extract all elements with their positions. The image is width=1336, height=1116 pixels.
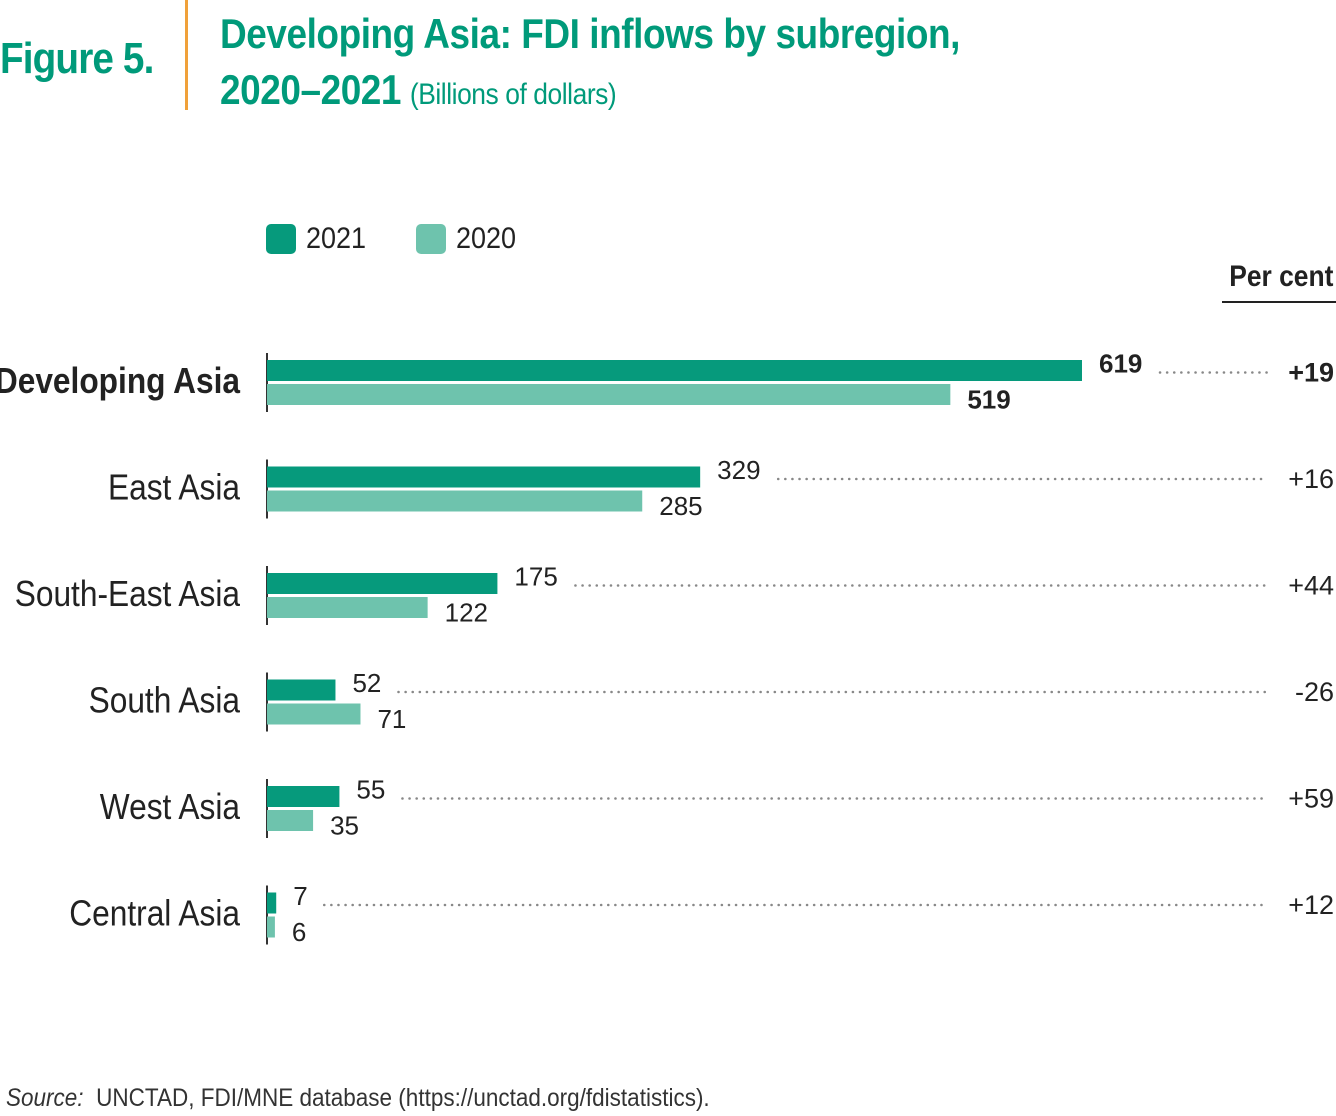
value-label-2021-east-asia: 329: [717, 455, 760, 485]
percent-label-east-asia: +16: [1288, 464, 1334, 494]
percent-label-developing-asia: +19: [1288, 358, 1334, 388]
value-label-2021-central-asia: 7: [293, 881, 307, 911]
title-line-2: 2020–2021 (Billions of dollars): [220, 62, 960, 123]
percent-label-west-asia: +59: [1288, 784, 1334, 814]
bar-2020-east-asia: [267, 490, 643, 512]
bar-2021-south-asia: [267, 679, 336, 701]
value-label-2021-west-asia: 55: [356, 775, 385, 805]
bar-2020-south-asia: [267, 703, 361, 725]
legend-label-2021: 2021: [306, 222, 367, 255]
value-label-2021-south-asia: 52: [352, 668, 381, 698]
bar-2021-central-asia: [267, 892, 277, 914]
value-label-2021-developing-asia: 619: [1099, 349, 1142, 379]
legend-item-2021: 2021: [266, 222, 373, 256]
source-note: Source: UNCTAD, FDI/MNE database (https:/…: [6, 1084, 710, 1113]
bar-2020-west-asia: [267, 810, 314, 831]
title-unit: (Billions of dollars): [409, 78, 617, 111]
percent-label-central-asia: +12: [1288, 890, 1334, 920]
legend-item-2020: 2020: [416, 222, 523, 256]
percent-label-south-east-asia: +44: [1288, 571, 1334, 601]
value-label-2020-central-asia: 6: [292, 917, 306, 947]
value-label-2020-south-asia: 71: [377, 704, 406, 734]
legend-swatch-2021: [266, 224, 296, 254]
value-label-2020-developing-asia: 519: [967, 385, 1010, 415]
category-label-east-asia: East Asia: [108, 468, 240, 508]
category-label-developing-asia: Developing Asia: [0, 361, 241, 401]
bar-2020-developing-asia: [267, 384, 951, 405]
bar-2020-south-east-asia: [267, 597, 428, 618]
bar-2021-south-east-asia: [267, 573, 498, 594]
percent-header: Per cent: [1228, 260, 1333, 293]
source-text: UNCTAD, FDI/MNE database (https://unctad…: [96, 1084, 710, 1112]
bar-2021-west-asia: [267, 786, 340, 807]
legend-label-2020: 2020: [456, 222, 517, 255]
value-label-2020-east-asia: 285: [659, 491, 702, 521]
bar-2021-east-asia: [267, 466, 701, 488]
category-label-south-asia: South Asia: [89, 681, 241, 721]
value-label-2021-south-east-asia: 175: [514, 562, 557, 592]
bar-2021-developing-asia: [267, 360, 1082, 381]
bar-2020-central-asia: [267, 916, 275, 938]
title-divider: [185, 0, 188, 110]
value-label-2020-south-east-asia: 122: [445, 598, 488, 628]
chart-title: Developing Asia: FDI inflows by subregio…: [220, 6, 960, 123]
legend-swatch-2020: [416, 224, 446, 254]
title-line-1: Developing Asia: FDI inflows by subregio…: [220, 10, 960, 57]
category-label-west-asia: West Asia: [100, 787, 240, 827]
figure-label: Figure 5.: [0, 34, 154, 83]
source-label: Source:: [6, 1084, 84, 1112]
category-label-south-east-asia: South-East Asia: [15, 574, 240, 614]
value-label-2020-west-asia: 35: [330, 811, 359, 841]
title-years: 2020–2021: [220, 66, 402, 113]
percent-label-south-asia: -26: [1295, 677, 1334, 707]
category-label-central-asia: Central Asia: [69, 894, 240, 934]
percent-header-rule: [1222, 301, 1336, 303]
